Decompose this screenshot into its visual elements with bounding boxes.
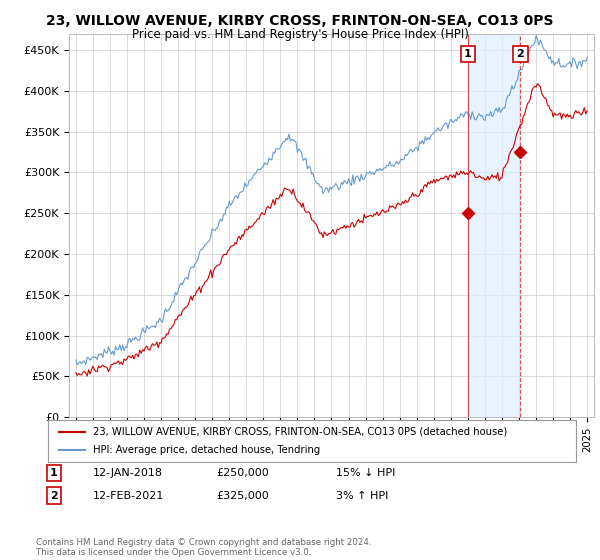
Text: 23, WILLOW AVENUE, KIRBY CROSS, FRINTON-ON-SEA, CO13 0PS (detached house): 23, WILLOW AVENUE, KIRBY CROSS, FRINTON-… (93, 427, 507, 437)
Text: 15% ↓ HPI: 15% ↓ HPI (336, 468, 395, 478)
Text: 1: 1 (464, 49, 472, 59)
Text: 23, WILLOW AVENUE, KIRBY CROSS, FRINTON-ON-SEA, CO13 0PS: 23, WILLOW AVENUE, KIRBY CROSS, FRINTON-… (46, 14, 554, 28)
Text: HPI: Average price, detached house, Tendring: HPI: Average price, detached house, Tend… (93, 445, 320, 455)
Text: 12-JAN-2018: 12-JAN-2018 (93, 468, 163, 478)
Text: Price paid vs. HM Land Registry's House Price Index (HPI): Price paid vs. HM Land Registry's House … (131, 28, 469, 41)
Text: Contains HM Land Registry data © Crown copyright and database right 2024.
This d: Contains HM Land Registry data © Crown c… (36, 538, 371, 557)
Text: 3% ↑ HPI: 3% ↑ HPI (336, 491, 388, 501)
Text: 2: 2 (50, 491, 58, 501)
Text: 2: 2 (517, 49, 524, 59)
Bar (468, 34, 520, 417)
Text: £325,000: £325,000 (216, 491, 269, 501)
Text: 12-FEB-2021: 12-FEB-2021 (93, 491, 164, 501)
Text: 1: 1 (50, 468, 58, 478)
Text: £250,000: £250,000 (216, 468, 269, 478)
